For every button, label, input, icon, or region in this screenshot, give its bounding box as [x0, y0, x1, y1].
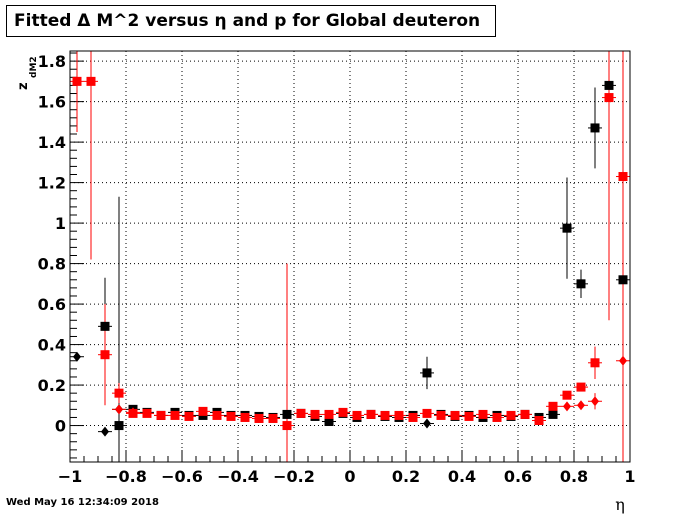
x-tick-label: 1	[624, 467, 635, 486]
plot-frame	[69, 50, 631, 463]
square-marker	[618, 172, 628, 182]
x-tick-label: 0.6	[504, 467, 532, 486]
square-marker	[100, 321, 110, 331]
square-marker	[576, 279, 586, 289]
square-marker	[324, 409, 334, 419]
square-marker	[422, 368, 432, 378]
y-tick-label: 0.6	[38, 295, 66, 314]
square-marker	[310, 409, 320, 419]
diamond-marker	[423, 418, 431, 429]
square-marker	[212, 410, 222, 420]
square-marker	[156, 410, 166, 420]
y-axis-label-main: z	[16, 82, 31, 90]
square-marker	[254, 413, 264, 423]
square-marker	[86, 76, 96, 86]
square-marker	[590, 123, 600, 133]
square-marker	[226, 411, 236, 421]
diamond-marker	[577, 400, 585, 411]
diamond-marker	[591, 396, 599, 407]
square-marker	[562, 223, 572, 233]
square-marker	[464, 411, 474, 421]
diamond-marker	[619, 355, 627, 366]
x-tick-label: −0.8	[105, 467, 147, 486]
square-marker	[72, 76, 82, 86]
x-tick-label: 0.2	[392, 467, 420, 486]
square-marker	[618, 275, 628, 285]
x-tick-label: −0.6	[161, 467, 203, 486]
square-marker	[100, 350, 110, 360]
y-tick-label: 1.4	[38, 133, 66, 152]
x-tick-label: −0.2	[273, 467, 315, 486]
square-marker	[296, 408, 306, 418]
square-marker	[268, 413, 278, 423]
y-axis-label: z dM2	[16, 56, 39, 90]
square-marker	[184, 411, 194, 421]
y-tick-label: 1.2	[38, 174, 66, 193]
diamond-marker	[115, 404, 123, 415]
square-marker	[436, 410, 446, 420]
square-marker	[590, 358, 600, 368]
x-tick-label: −1	[58, 467, 83, 486]
data-markers	[72, 76, 628, 437]
axis-ticks	[69, 52, 631, 462]
y-axis-label-sub: dM2	[29, 56, 39, 78]
square-marker	[422, 408, 432, 418]
y-tick-label: 1.6	[38, 93, 66, 112]
tick-labels: −1 −0.8 −0.6 −0.4 −0.2 0 0.2 0.4 0.6 0.8 1 0 0.2 0.4 0…	[38, 52, 636, 486]
square-marker	[198, 406, 208, 416]
y-tick-label: 1	[55, 214, 66, 233]
square-marker	[394, 410, 404, 420]
x-tick-label: −0.4	[217, 467, 259, 486]
y-tick-label: 0.4	[38, 336, 66, 355]
diamond-marker	[563, 401, 571, 412]
square-marker	[240, 412, 250, 422]
x-tick-label: 0.8	[560, 467, 588, 486]
square-marker	[548, 409, 558, 419]
square-marker	[506, 410, 516, 420]
square-marker	[114, 388, 124, 398]
y-tick-label: 0.8	[38, 255, 66, 274]
square-marker	[492, 412, 502, 422]
square-marker	[338, 407, 348, 417]
grid-lines	[70, 51, 630, 462]
square-marker	[352, 410, 362, 420]
y-tick-label: 0	[55, 417, 66, 436]
chart-title: Fitted Δ M^2 versus η and p for Global d…	[6, 5, 496, 37]
square-marker	[324, 417, 334, 427]
square-marker	[282, 409, 292, 419]
y-tick-label: 0.2	[38, 376, 66, 395]
square-marker	[170, 410, 180, 420]
square-marker	[408, 412, 418, 422]
square-marker	[450, 410, 460, 420]
square-marker	[380, 410, 390, 420]
square-marker	[576, 382, 586, 392]
square-marker	[548, 401, 558, 411]
square-marker	[520, 409, 530, 419]
diamond-marker	[101, 426, 109, 437]
square-marker	[534, 415, 544, 425]
y-tick-label: 1.8	[38, 52, 66, 71]
square-marker	[604, 93, 614, 103]
error-bars	[70, 51, 630, 462]
diamond-marker	[73, 351, 81, 362]
square-marker	[114, 421, 124, 431]
x-tick-label: 0	[344, 467, 355, 486]
square-marker	[128, 408, 138, 418]
square-marker	[478, 409, 488, 419]
square-marker	[604, 80, 614, 90]
square-marker	[142, 408, 152, 418]
x-axis-label: η	[615, 495, 625, 514]
square-marker	[562, 390, 572, 400]
timestamp: Wed May 16 12:34:09 2018	[6, 497, 159, 508]
x-tick-label: 0.4	[448, 467, 476, 486]
square-marker	[282, 421, 292, 431]
square-marker	[366, 409, 376, 419]
